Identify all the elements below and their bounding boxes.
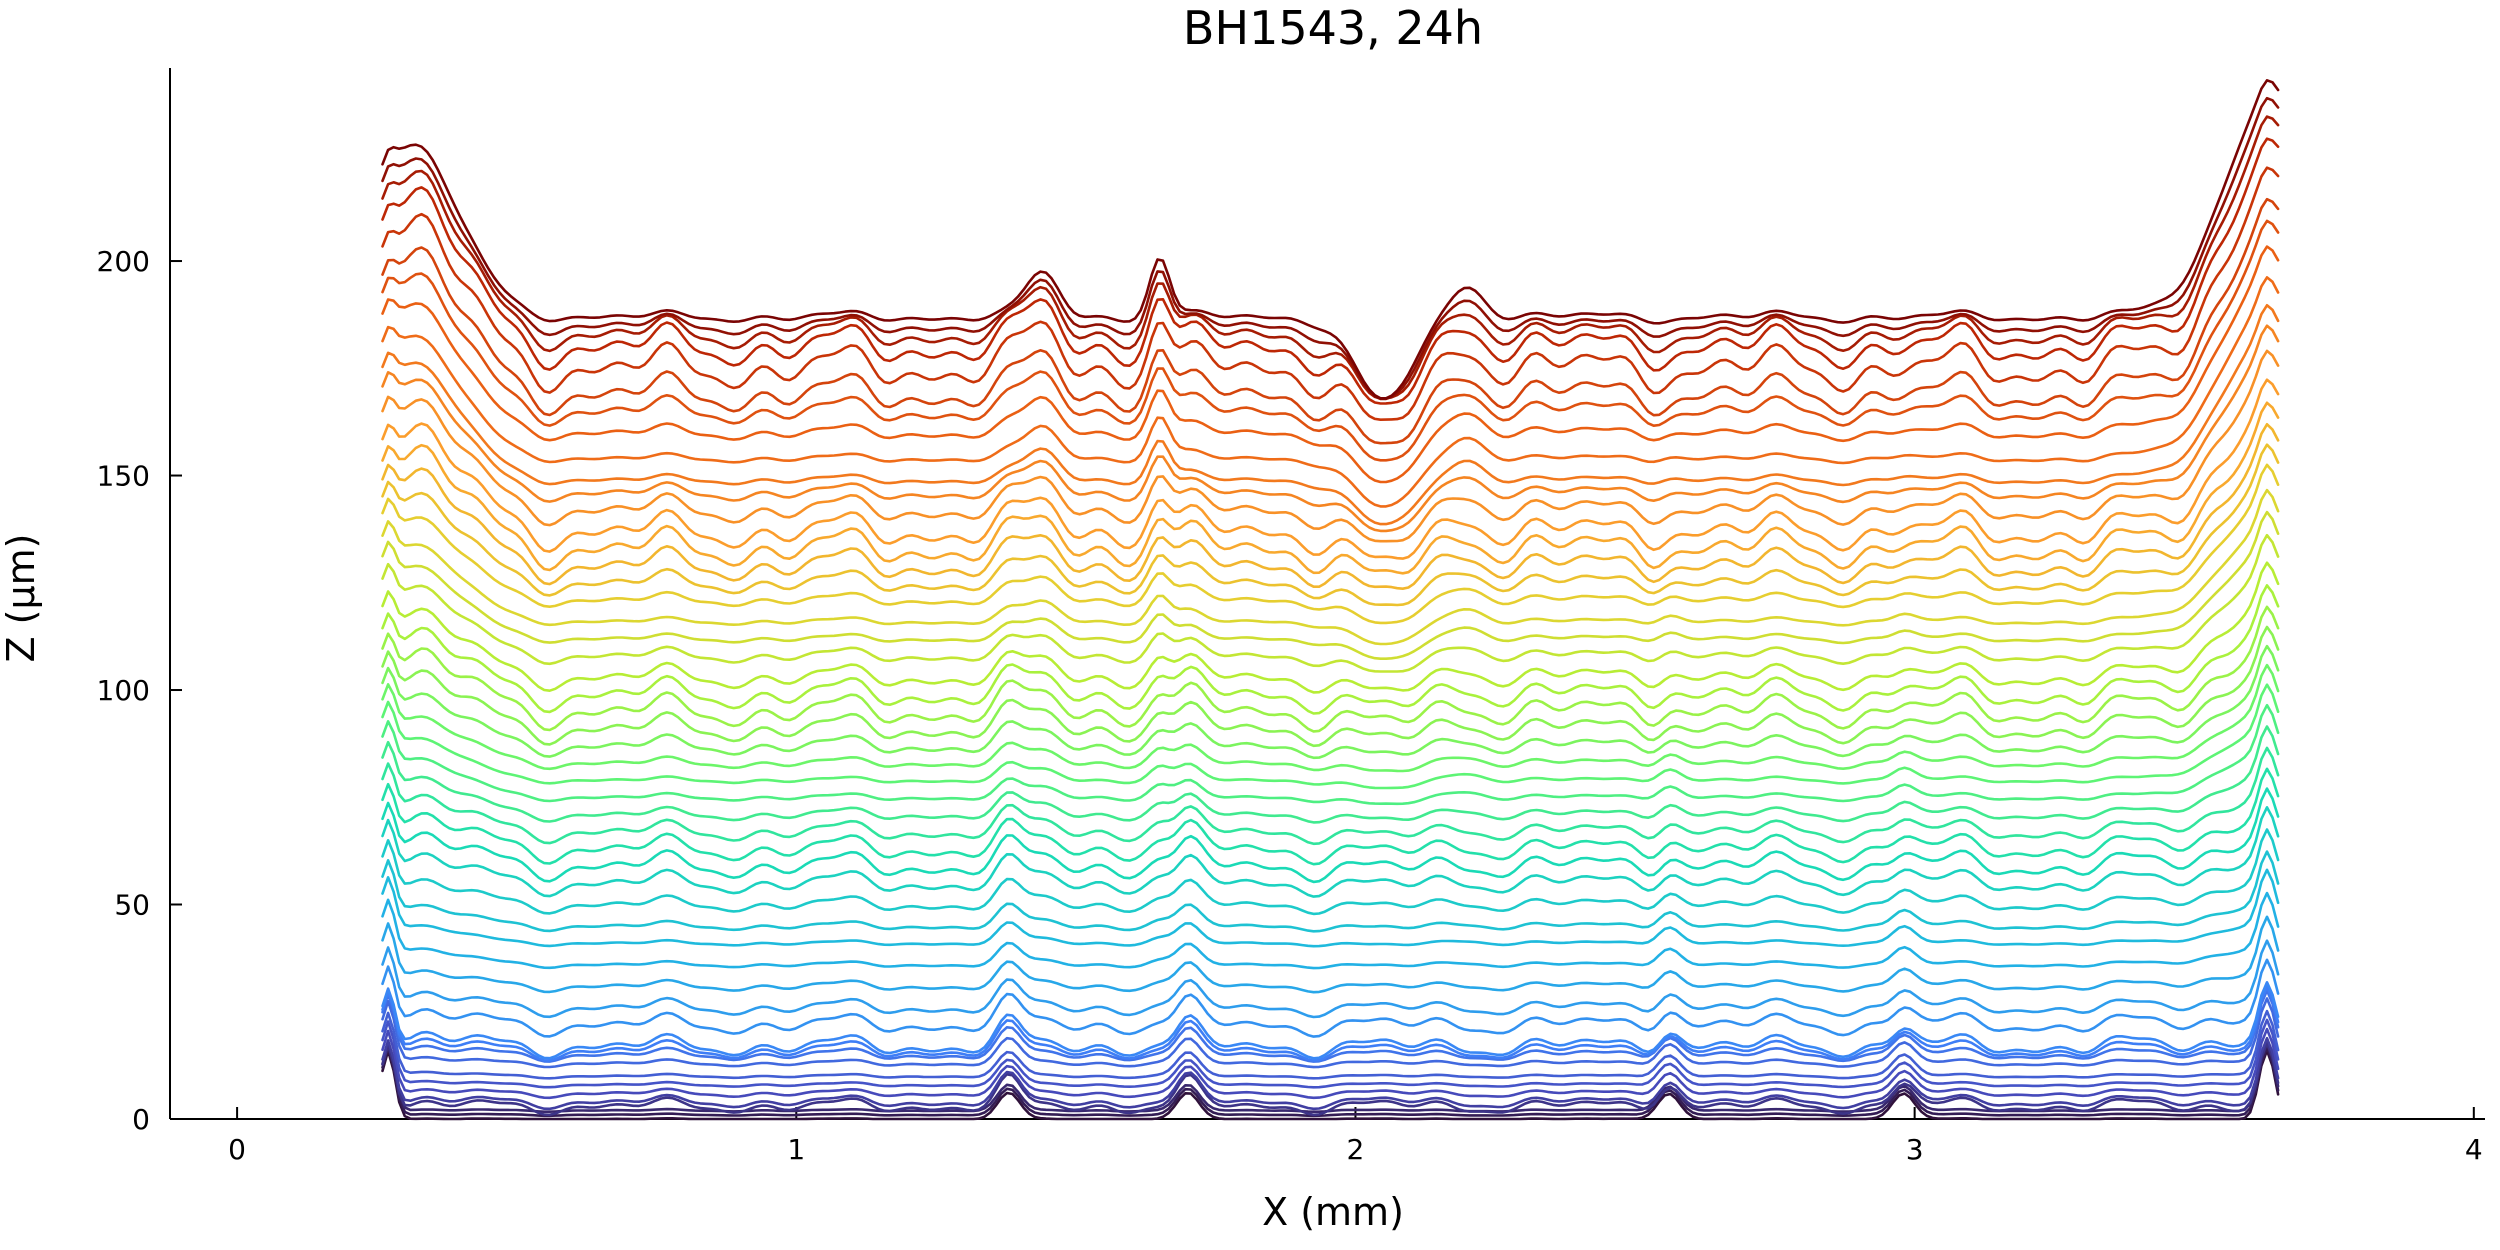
profile-line	[381, 997, 2280, 1069]
x-tick-label: 1	[787, 1133, 805, 1166]
y-tick-label: 50	[114, 889, 150, 922]
profile-line	[381, 683, 2280, 790]
profile-line	[381, 166, 2280, 421]
profile-line	[381, 533, 2280, 673]
profile-line	[381, 219, 2280, 462]
profile-line	[381, 510, 2280, 660]
profile-line	[381, 891, 2280, 970]
y-tick-label: 200	[97, 245, 150, 278]
profile-line	[381, 663, 2280, 773]
profile-line	[381, 276, 2280, 508]
profile-line	[381, 197, 2280, 445]
axis-ticks: 0 1 2 3 4 0 50 100 150 200	[97, 245, 2483, 1166]
profile-line	[381, 725, 2280, 824]
profile-line	[381, 115, 2280, 400]
profile-line	[381, 787, 2280, 884]
profile-line	[381, 915, 2280, 994]
profile-line	[381, 488, 2280, 646]
x-tick-label: 2	[1347, 1133, 1365, 1166]
profile-line	[381, 443, 2280, 607]
profile-line	[381, 703, 2280, 806]
profile-line	[381, 1018, 2280, 1089]
profile-line	[381, 958, 2280, 1038]
profile-line	[381, 561, 2280, 694]
x-tick-label: 0	[228, 1133, 246, 1166]
profile-line	[381, 806, 2280, 898]
y-tick-label: 0	[132, 1103, 150, 1136]
profile-line	[381, 989, 2280, 1063]
profile-line	[381, 1049, 2280, 1121]
profile-line	[381, 939, 2280, 1019]
profile-line	[381, 401, 2280, 575]
profile-line	[381, 1027, 2280, 1100]
profile-line	[381, 985, 2280, 1062]
x-axis-label: X (mm)	[1262, 1190, 1404, 1234]
profile-line	[381, 137, 2280, 405]
profile-line	[381, 245, 2280, 484]
profile-line	[381, 1046, 2280, 1118]
profile-line	[381, 378, 2280, 560]
profile-line	[381, 1036, 2280, 1111]
profile-line	[381, 850, 2280, 933]
profile-line	[381, 423, 2280, 590]
profile-line	[381, 79, 2280, 400]
profile-line	[381, 868, 2280, 948]
profile-line	[381, 1009, 2280, 1080]
chart-title: BH1543, 24h	[1183, 1, 1483, 55]
profile-line	[381, 324, 2280, 533]
profile-line	[381, 1041, 2280, 1117]
profile-line	[381, 828, 2280, 916]
profile-line	[381, 981, 2280, 1060]
profile-line	[381, 584, 2280, 715]
profile-line	[381, 625, 2280, 748]
profile-line	[381, 767, 2280, 866]
profile-line	[381, 349, 2280, 543]
profile-line	[381, 644, 2280, 760]
y-axis-label: Z (µm)	[0, 534, 43, 663]
profile-line	[381, 96, 2280, 401]
x-tick-label: 3	[1906, 1133, 1924, 1166]
x-tick-label: 4	[2465, 1133, 2483, 1166]
profile-line	[381, 605, 2280, 733]
profile-line	[381, 304, 2280, 526]
y-tick-label: 150	[97, 460, 150, 493]
profile-line	[381, 746, 2280, 846]
y-tick-label: 100	[97, 674, 150, 707]
profile-line	[381, 463, 2280, 625]
series-lines	[381, 79, 2280, 1121]
